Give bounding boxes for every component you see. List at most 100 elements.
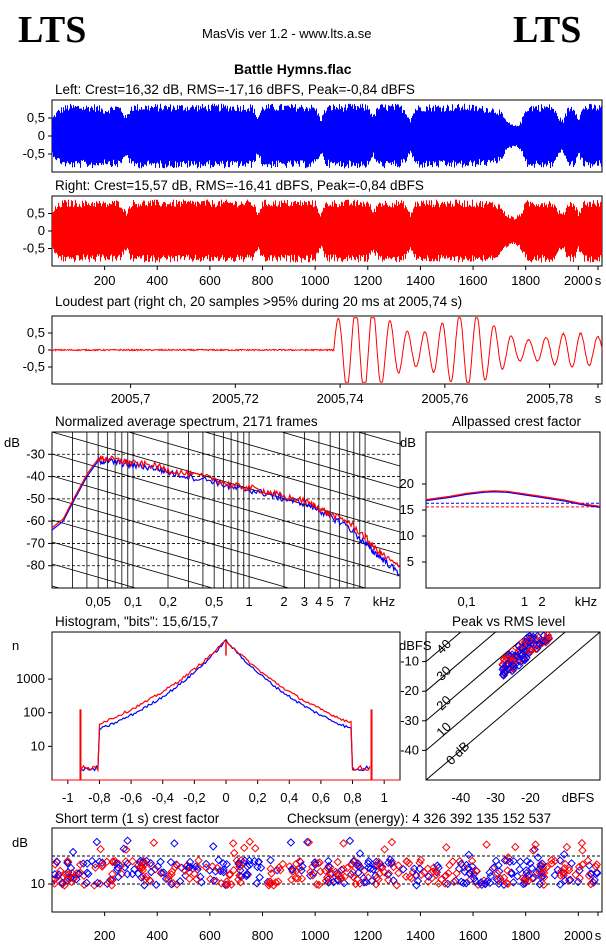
right_wave-x-tick-label: 1000	[301, 273, 330, 288]
shortterm-point	[271, 878, 281, 887]
shortterm-point	[312, 880, 321, 889]
peakrms-y-tick-label: -40	[400, 742, 419, 757]
shortterm-point	[58, 878, 67, 887]
shortterm-point	[110, 857, 120, 866]
shortterm-point	[354, 860, 363, 870]
shortterm-y-tick-label: 10	[31, 876, 45, 891]
shortterm-point	[384, 875, 393, 885]
shortterm-x-tick-label: 1600	[459, 928, 488, 943]
shortterm-point	[234, 858, 243, 868]
shortterm-point	[441, 871, 451, 880]
right_wave-waveform	[52, 199, 602, 263]
shortterm-point	[583, 856, 593, 865]
shortterm-point	[348, 867, 358, 877]
spectrum-x-tick-label: 7	[343, 594, 350, 609]
loudest-y-tick-label: -0,5	[23, 359, 45, 374]
shortterm-point	[349, 872, 358, 882]
allpass-x-tick-label: kHz	[575, 594, 597, 609]
histogram-x-tick-label: -0,4	[152, 790, 174, 805]
shortterm-point	[471, 877, 481, 886]
shortterm-point	[553, 865, 562, 875]
shortterm-point	[292, 866, 301, 875]
shortterm-point	[578, 860, 588, 869]
shortterm-point	[556, 871, 565, 880]
shortterm-point	[577, 838, 587, 848]
shortterm-point	[235, 862, 245, 871]
histogram-y-tick-label: 1000	[16, 671, 45, 686]
allpass-y-tick-label: 5	[407, 554, 414, 569]
shortterm-point	[96, 844, 105, 854]
shortterm-point	[303, 837, 312, 847]
shortterm-point	[380, 845, 389, 854]
peakrms-point	[540, 637, 550, 646]
shortterm-point	[333, 875, 343, 885]
shortterm-point	[170, 839, 179, 848]
shortterm-point	[369, 865, 378, 874]
shortterm-point	[584, 871, 594, 881]
loudest-x-tick-label: 2005,78	[526, 391, 573, 406]
left_wave-y-tick-label: -0,5	[23, 146, 45, 161]
histogram-x-tick-label: 1	[381, 790, 388, 805]
shortterm-point	[291, 873, 300, 883]
shortterm-point	[245, 856, 254, 865]
shortterm-point	[255, 873, 264, 882]
right_wave-x-tick-label: 600	[199, 273, 221, 288]
peakrms-y-unit: dBFS	[399, 638, 432, 653]
shortterm-point	[535, 880, 545, 889]
shortterm-point	[590, 875, 599, 885]
shortterm-point	[533, 853, 543, 862]
peakrms-point	[498, 665, 507, 674]
shortterm-point	[123, 836, 132, 845]
peakrms-x-tick-label: -40	[451, 790, 470, 805]
shortterm-x-tick-label: s	[595, 928, 602, 943]
shortterm-point	[140, 859, 149, 869]
loudest-x-tick-label: 2005,76	[421, 391, 468, 406]
shortterm-point	[267, 869, 276, 878]
shortterm-point	[516, 857, 525, 866]
shortterm-point	[490, 863, 499, 872]
shortterm-y-unit: dB	[12, 835, 28, 850]
shortterm-point	[219, 865, 228, 875]
peakrms-point	[519, 647, 529, 656]
shortterm-point	[63, 856, 72, 866]
shortterm-point	[560, 864, 569, 873]
shortterm-point	[82, 878, 91, 888]
shortterm-point	[524, 871, 533, 881]
shortterm-point	[164, 874, 173, 884]
shortterm-point	[342, 863, 352, 873]
shortterm-point	[337, 873, 346, 883]
shortterm-point	[149, 838, 159, 847]
shortterm-point	[298, 862, 307, 871]
histogram-x-tick-label: -1	[62, 790, 74, 805]
shortterm-point	[287, 864, 297, 874]
peakrms-y-tick-label: -30	[400, 713, 419, 728]
left_wave-y-tick-label: 0	[38, 128, 45, 143]
peakrms-diagonal-label: 0 dB	[443, 738, 473, 768]
shortterm-point	[383, 870, 393, 879]
shortterm-point	[108, 875, 117, 885]
peakrms-point	[500, 668, 509, 678]
shortterm-point	[394, 868, 403, 878]
shortterm-point	[452, 869, 461, 878]
shortterm-point	[147, 867, 156, 877]
right_wave-x-tick-label: 2000	[564, 273, 593, 288]
peakrms-point	[524, 635, 534, 645]
shortterm-point	[225, 870, 234, 880]
shortterm-point	[76, 860, 85, 869]
spectrum-y-tick-label: -80	[26, 558, 45, 573]
shortterm-point	[445, 860, 454, 870]
shortterm-point	[555, 880, 565, 889]
histogram-x-tick-label: -0,2	[183, 790, 205, 805]
shortterm-point	[578, 846, 587, 855]
shortterm-point	[139, 856, 148, 866]
shortterm-point	[340, 872, 350, 882]
shortterm-point	[509, 856, 518, 866]
peakrms-point	[535, 639, 544, 649]
shortterm-point	[363, 859, 373, 868]
shortterm-x-tick-label: 200	[94, 928, 116, 943]
spectrum-slope-line	[127, 432, 400, 511]
spectrum-slope-line	[52, 652, 400, 752]
shortterm-point	[74, 869, 83, 879]
histogram-x-tick-label: 0,2	[249, 790, 267, 805]
